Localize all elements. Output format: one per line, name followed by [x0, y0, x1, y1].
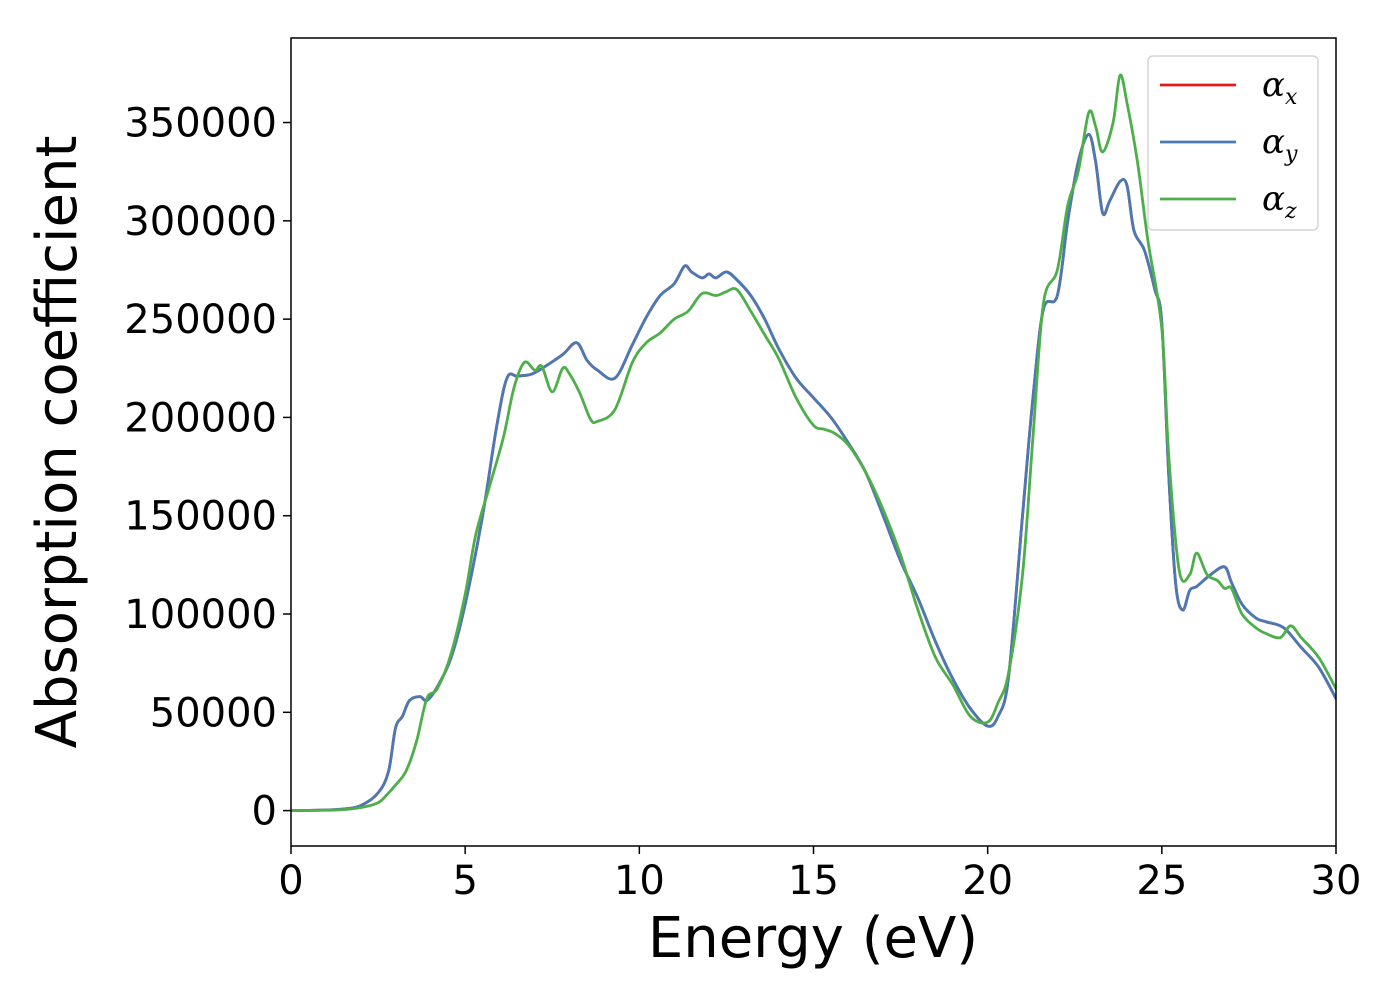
x-tick-label: 20 [962, 858, 1013, 904]
series-line-z [291, 73, 1336, 813]
y-tick-label: 100000 [124, 592, 277, 638]
y-axis-title: Absorption coefficient [25, 136, 90, 749]
series-line-x [291, 132, 1336, 813]
series-line-y [291, 132, 1336, 813]
x-axis-title: Energy (eV) [648, 906, 978, 971]
legend-label-x: αx [1262, 65, 1298, 110]
y-tick-label: 300000 [124, 199, 277, 245]
x-tick-label: 5 [452, 858, 477, 904]
series-layer [291, 73, 1336, 813]
x-axis-ticks: 0 5 10 15 20 25 30 [278, 846, 1361, 904]
legend-label-y: αy [1262, 122, 1298, 167]
y-tick-label: 250000 [124, 297, 277, 343]
y-tick-label: 200000 [124, 395, 277, 441]
legend: αx αy αz [1147, 55, 1319, 231]
y-tick-label: 350000 [124, 101, 277, 147]
x-tick-label: 30 [1311, 858, 1362, 904]
y-axis-ticks: 0 50000 100000 150000 200000 250000 300000 3500… [124, 101, 291, 835]
x-tick-label: 15 [788, 858, 839, 904]
y-tick-label: 50000 [150, 690, 277, 736]
y-tick-label: 150000 [124, 494, 277, 540]
legend-label-z: αz [1262, 179, 1297, 224]
x-tick-label: 0 [278, 858, 303, 904]
y-tick-label: 0 [252, 789, 277, 835]
x-tick-label: 10 [614, 858, 665, 904]
x-tick-label: 25 [1136, 858, 1187, 904]
